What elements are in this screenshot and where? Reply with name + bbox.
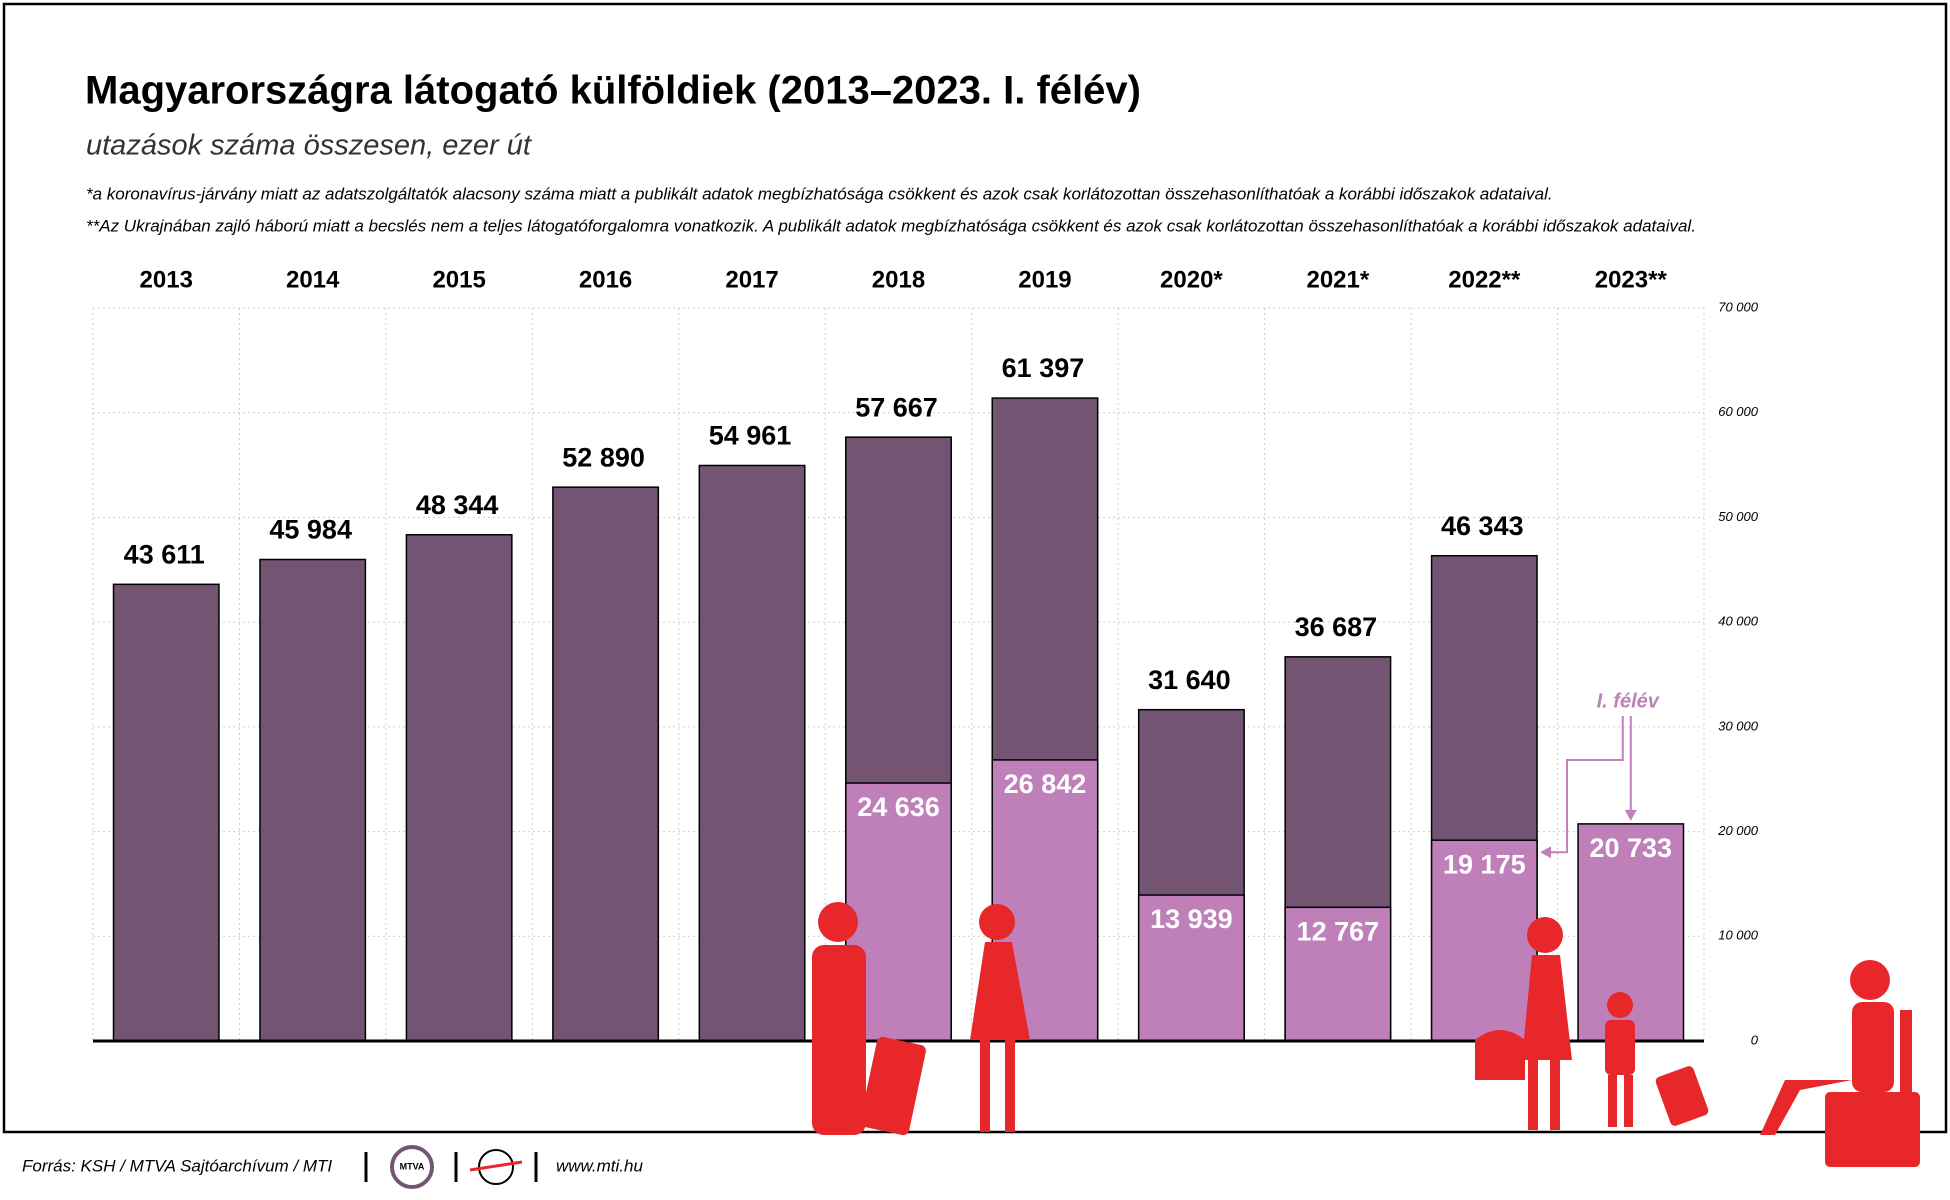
- value-label: 45 984: [269, 515, 352, 545]
- x-tick-label: 2017: [725, 266, 778, 293]
- y-tick-label: 10 000: [1718, 928, 1759, 943]
- value-label: 12 767: [1297, 916, 1380, 946]
- total-bar: [405, 534, 513, 1042]
- x-tick-label: 2021*: [1306, 266, 1369, 293]
- x-tick-label: 2018: [872, 266, 925, 293]
- logo: [390, 1145, 434, 1189]
- x-tick-label: 2015: [432, 266, 485, 293]
- y-tick-label: 40 000: [1718, 614, 1759, 629]
- value-label: 61 397: [1002, 353, 1085, 383]
- total-bar: [259, 558, 367, 1042]
- value-label: 57 667: [855, 392, 938, 422]
- logo: [478, 1149, 514, 1185]
- y-tick-label: 0: [1751, 1032, 1759, 1047]
- y-tick-label: 50 000: [1718, 509, 1759, 524]
- first-half-bar: [1137, 894, 1245, 1042]
- website: www.mti.hu: [556, 1156, 643, 1175]
- chart-title: Magyarországra látogató külföldiek (2013…: [85, 69, 1141, 113]
- x-tick-label: 2023**: [1595, 266, 1668, 293]
- value-label: 19 175: [1443, 849, 1526, 879]
- annotation-arrowhead: [1540, 846, 1552, 859]
- value-label: 36 687: [1295, 612, 1378, 642]
- value-label: 31 640: [1148, 665, 1231, 695]
- note: *a koronavírus-járvány miatt az adatszol…: [86, 184, 1553, 203]
- x-tick-label: 2022**: [1448, 266, 1521, 293]
- total-bar: [552, 486, 660, 1042]
- value-label: 48 344: [416, 490, 499, 520]
- logo: [469, 1160, 523, 1172]
- value-label: 26 842: [1004, 769, 1087, 799]
- x-tick-label: 2013: [140, 266, 193, 293]
- note: **Az Ukrajnában zajló háború miatt a bec…: [86, 216, 1696, 235]
- total-bar: [112, 583, 220, 1042]
- value-label: 52 890: [562, 442, 645, 472]
- first-half-bar: [1284, 906, 1392, 1042]
- source: Forrás: KSH / MTVA Sajtóarchívum / MTI: [22, 1156, 332, 1175]
- x-tick-label: 2016: [579, 266, 632, 293]
- value-label: 13 939: [1150, 904, 1233, 934]
- logo-text: MTVA: [400, 1161, 425, 1171]
- annotation: I. félév: [1597, 690, 1661, 712]
- y-tick-label: 70 000: [1718, 299, 1759, 314]
- value-label: 54 961: [709, 421, 792, 451]
- value-label: 43 611: [124, 539, 205, 569]
- value-label: 24 636: [857, 792, 940, 822]
- chart-subtitle: utazások száma összesen, ezer út: [86, 130, 533, 162]
- x-tick-label: 2019: [1018, 266, 1071, 293]
- total-bar: [698, 464, 806, 1042]
- y-tick-label: 60 000: [1718, 404, 1759, 419]
- x-tick-label: 2020*: [1160, 266, 1223, 293]
- value-label: 46 343: [1441, 511, 1524, 541]
- y-tick-label: 20 000: [1717, 823, 1759, 838]
- annotation-arrowhead: [1624, 809, 1637, 821]
- silhouettes: [812, 902, 1920, 1167]
- y-tick-label: 30 000: [1718, 718, 1759, 733]
- x-tick-label: 2014: [286, 266, 340, 293]
- first-half-bar: [1430, 839, 1538, 1042]
- value-label: 20 733: [1589, 833, 1672, 863]
- annotation-arrow: [1543, 716, 1624, 854]
